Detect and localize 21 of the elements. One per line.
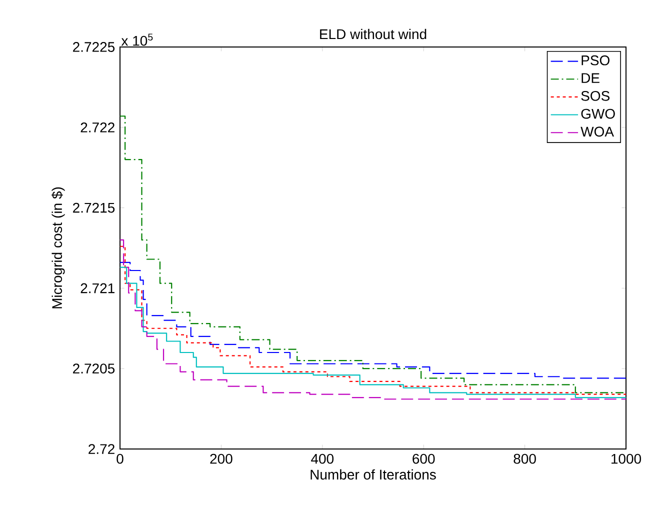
- legend-label: PSO: [582, 55, 610, 66]
- x-tick-label: 0: [116, 454, 124, 464]
- legend-label: SOS: [581, 90, 610, 101]
- y-tick-label: 2.7215: [73, 202, 115, 213]
- legend-label: GWO: [581, 108, 615, 119]
- legend-label: WOA: [580, 126, 614, 137]
- x-tick-label: 600: [412, 454, 435, 464]
- x-tick-label: 200: [210, 454, 232, 464]
- y-tick-label: 2.7225: [73, 42, 115, 52]
- x-tick-label: 800: [514, 454, 536, 464]
- y-tick-label: 2.72: [88, 444, 114, 454]
- y-tick-label: 2.721: [80, 283, 114, 294]
- text: x 10$^{5}$: [121, 34, 153, 46]
- y-tick-label: 2.722: [80, 122, 114, 132]
- legend-label: DE: [582, 73, 600, 83]
- chart-title: ELD without wind: [320, 28, 426, 40]
- y-tick-label: 2.7205: [73, 364, 115, 374]
- y-axis-title: Microgrid cost (in $): [52, 187, 65, 308]
- x-tick-label: 1000: [612, 454, 642, 464]
- x-axis-title: Number of Iterations: [310, 469, 436, 480]
- x-tick-label: 400: [311, 454, 334, 464]
